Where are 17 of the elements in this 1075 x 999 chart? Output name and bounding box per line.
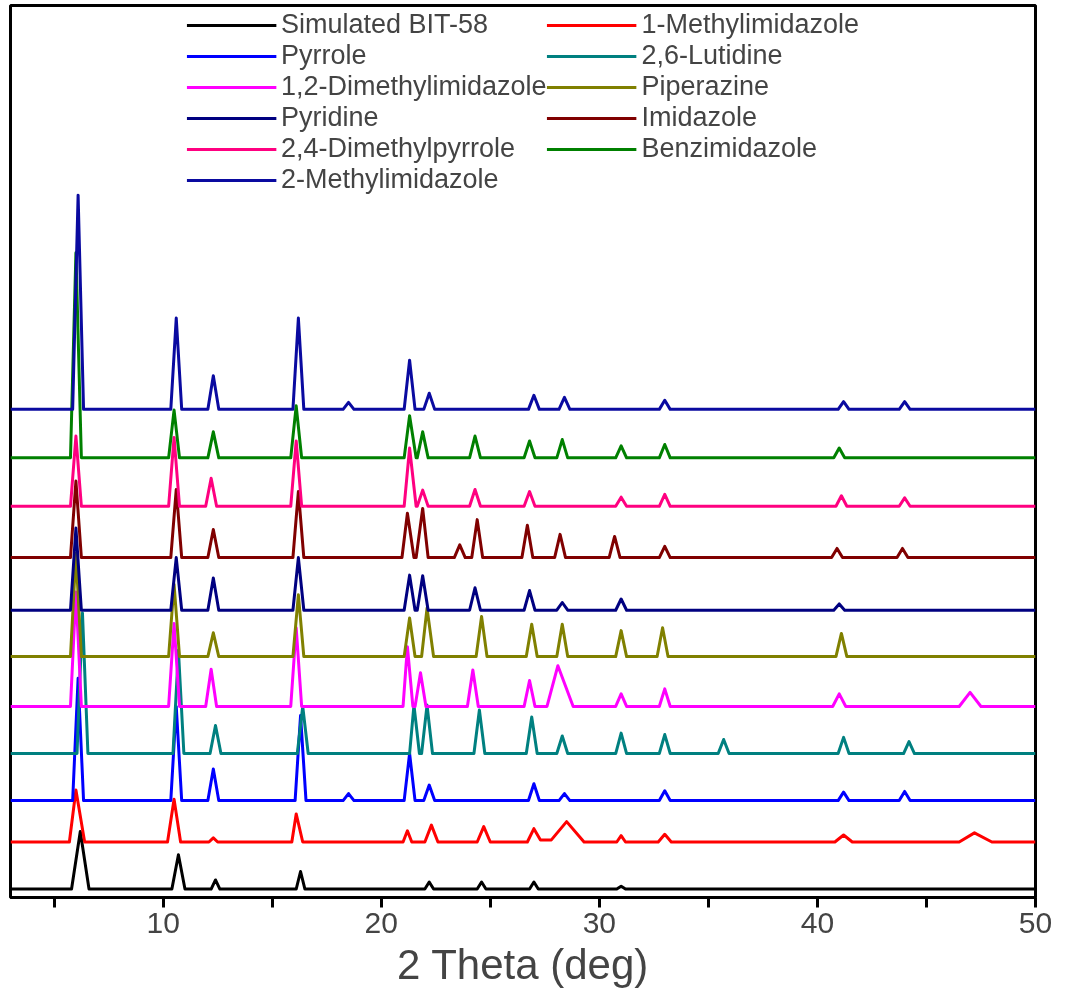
legend-label: Piperazine: [641, 71, 770, 102]
x-tick-label: 10: [146, 905, 180, 939]
legend-label: 1-Methylimidazole: [641, 9, 860, 40]
legend-label: 2-Methylimidazole: [280, 164, 499, 195]
legend-label: 1,2-Dimethylimidazole: [280, 71, 547, 102]
x-tick-label: 40: [800, 905, 835, 939]
x-axis-title: 2 Theta (deg): [396, 940, 649, 988]
legend-label: Pyridine: [280, 102, 379, 133]
legend-label: 2,4-Dimethylpyrrole: [280, 133, 515, 164]
legend-label: 2,6-Lutidine: [641, 40, 783, 71]
legend-label: Imidazole: [641, 102, 758, 133]
x-tick-label: 30: [582, 905, 617, 939]
x-tick-label: 20: [364, 905, 398, 939]
legend-label: Benzimidazole: [641, 133, 818, 164]
x-tick-label: 50: [1018, 905, 1053, 939]
legend-label: Simulated BIT-58: [280, 9, 489, 40]
legend-label: Pyrrole: [280, 40, 367, 71]
